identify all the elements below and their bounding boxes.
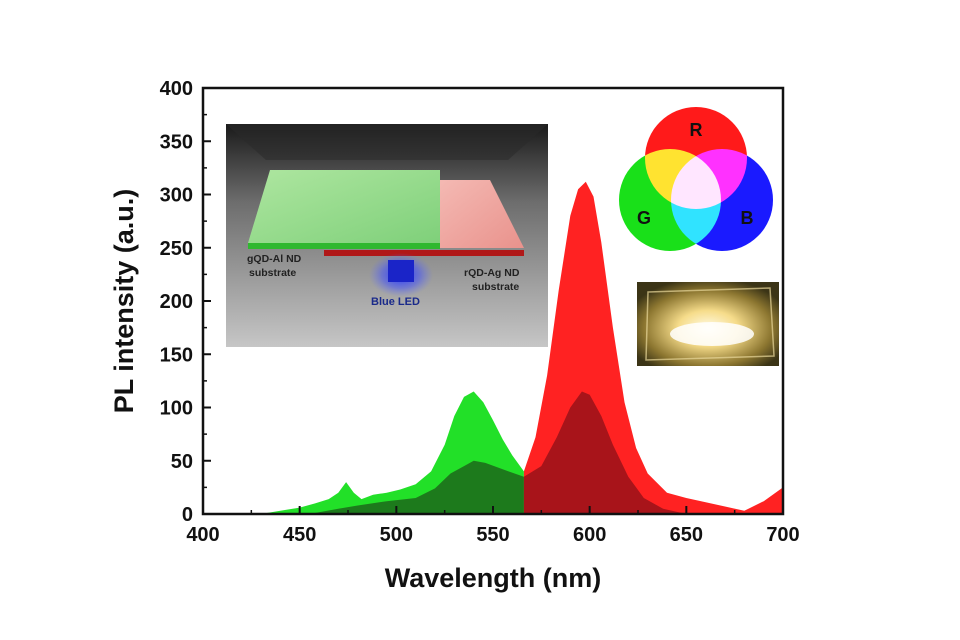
photo-device-outline [645, 287, 775, 361]
y-axis: 0 50 100 150 200 250 300 350 400 [160, 78, 211, 526]
gqd-label-line1: gQD-Al ND [247, 253, 302, 265]
blue-led-label: Blue LED [371, 296, 420, 308]
g-label: G [637, 208, 651, 228]
y-tick-label: 350 [160, 131, 193, 153]
spectra [261, 181, 783, 514]
rqd-label-line1: rQD-Ag ND [464, 267, 520, 279]
y-tick-label: 200 [160, 291, 193, 313]
y-tick-label: 300 [160, 185, 193, 207]
x-tick-label: 400 [186, 524, 219, 546]
y-axis-title: PL intensity (a.u.) [109, 189, 139, 414]
x-axis-title: Wavelength (nm) [385, 563, 602, 593]
inset-back-wall [226, 124, 548, 160]
x-tick-label: 600 [573, 524, 606, 546]
y-tick-label: 400 [160, 78, 193, 100]
x-tick-label: 700 [766, 524, 799, 546]
y-tick-label: 0 [182, 504, 193, 526]
x-tick-label: 450 [283, 524, 316, 546]
x-tick-label: 650 [670, 524, 703, 546]
red-qd-plate [440, 180, 524, 248]
x-tick-label: 550 [476, 524, 509, 546]
gqd-label-line2: substrate [249, 267, 296, 279]
b-label: B [741, 208, 754, 228]
blue-circle [671, 149, 773, 251]
rgb-venn-inset: R G B [615, 100, 775, 260]
white-light-photo-inset [637, 282, 779, 366]
y-tick-label: 100 [160, 398, 193, 420]
blue-led-icon [388, 260, 414, 282]
device-schematic-inset: gQD-Al ND substrate rQD-Ag ND substrate … [226, 124, 548, 347]
red-plate-edge [324, 250, 524, 256]
series-area-3 [523, 391, 687, 514]
rqd-label-line2: substrate [472, 281, 519, 293]
rgb-venn-circles [619, 107, 773, 251]
x-tick-label: 500 [380, 524, 413, 546]
r-label: R [690, 120, 703, 140]
x-axis: 400 450 500 550 600 650 700 [186, 506, 800, 546]
series-area-2 [309, 460, 524, 514]
y-tick-label: 150 [160, 344, 193, 366]
photo-bright-spot [670, 322, 754, 346]
green-qd-plate [248, 170, 440, 243]
y-tick-label: 50 [171, 451, 193, 473]
green-plate-edge [248, 243, 440, 249]
y-tick-label: 250 [160, 238, 193, 260]
